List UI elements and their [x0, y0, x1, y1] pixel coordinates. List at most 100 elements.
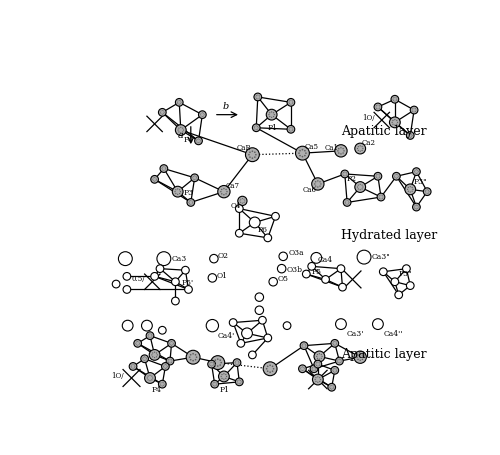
Circle shape [336, 343, 337, 344]
Circle shape [287, 126, 295, 133]
Circle shape [130, 366, 132, 367]
Circle shape [258, 95, 260, 96]
Circle shape [362, 188, 363, 190]
Circle shape [118, 252, 132, 266]
Circle shape [273, 116, 274, 117]
Circle shape [220, 364, 221, 366]
Circle shape [212, 365, 214, 366]
Circle shape [330, 385, 331, 386]
Circle shape [172, 342, 174, 343]
Circle shape [316, 365, 317, 366]
Circle shape [129, 363, 137, 370]
Circle shape [412, 203, 420, 211]
Circle shape [236, 360, 238, 361]
Circle shape [189, 203, 190, 204]
Circle shape [332, 388, 334, 389]
Circle shape [177, 102, 178, 103]
Circle shape [374, 103, 382, 111]
Circle shape [171, 359, 172, 360]
Circle shape [220, 362, 222, 364]
Circle shape [338, 148, 340, 149]
Circle shape [393, 97, 394, 98]
Circle shape [377, 193, 385, 201]
Circle shape [328, 384, 336, 391]
Circle shape [132, 364, 134, 365]
Circle shape [193, 176, 194, 177]
Circle shape [289, 130, 290, 131]
Circle shape [240, 202, 242, 203]
Circle shape [289, 127, 290, 128]
Circle shape [376, 108, 377, 109]
Circle shape [138, 342, 140, 343]
Circle shape [177, 194, 178, 195]
Circle shape [392, 122, 393, 123]
Circle shape [246, 148, 260, 162]
Circle shape [315, 367, 316, 368]
Circle shape [283, 322, 291, 329]
Circle shape [244, 200, 246, 202]
Circle shape [300, 342, 308, 349]
Circle shape [412, 168, 420, 176]
Circle shape [256, 95, 257, 96]
Circle shape [362, 356, 364, 358]
Circle shape [333, 344, 334, 345]
Circle shape [343, 172, 344, 173]
Circle shape [152, 352, 154, 354]
Circle shape [176, 125, 186, 136]
Circle shape [200, 113, 202, 114]
Circle shape [416, 208, 417, 209]
Circle shape [333, 387, 334, 388]
Circle shape [196, 142, 198, 143]
Circle shape [178, 127, 180, 129]
Circle shape [239, 383, 240, 384]
Circle shape [362, 150, 363, 151]
Circle shape [379, 174, 380, 175]
Circle shape [162, 169, 163, 170]
Circle shape [179, 100, 180, 101]
Circle shape [236, 378, 243, 386]
Text: 1O/: 1O/ [362, 114, 375, 122]
Circle shape [123, 286, 130, 293]
Circle shape [132, 368, 134, 369]
Circle shape [355, 182, 366, 192]
Circle shape [428, 190, 429, 191]
Circle shape [152, 356, 154, 358]
Circle shape [223, 188, 224, 189]
Circle shape [146, 332, 154, 339]
Circle shape [318, 365, 320, 366]
Circle shape [192, 360, 194, 362]
Text: 0.5/: 0.5/ [132, 275, 145, 283]
Circle shape [165, 368, 166, 369]
Circle shape [358, 184, 359, 186]
Circle shape [346, 200, 348, 201]
Circle shape [428, 192, 429, 193]
Circle shape [344, 198, 351, 206]
Text: 1O/: 1O/ [111, 373, 124, 380]
Circle shape [269, 116, 270, 117]
Circle shape [242, 328, 252, 339]
Circle shape [211, 380, 218, 388]
Text: Ca7: Ca7 [226, 182, 239, 190]
Circle shape [254, 152, 256, 153]
Circle shape [332, 343, 334, 344]
Circle shape [218, 186, 230, 198]
Circle shape [263, 362, 277, 376]
Circle shape [211, 366, 212, 367]
Circle shape [136, 344, 137, 345]
Circle shape [154, 357, 156, 358]
Circle shape [211, 356, 224, 369]
Circle shape [250, 217, 260, 228]
Circle shape [200, 141, 201, 142]
Text: P5: P5 [312, 268, 322, 276]
Circle shape [255, 293, 264, 301]
Circle shape [318, 362, 320, 363]
Circle shape [168, 339, 175, 347]
Circle shape [131, 364, 132, 365]
Circle shape [160, 112, 161, 113]
Circle shape [408, 134, 410, 135]
Circle shape [358, 150, 359, 151]
Circle shape [392, 120, 394, 121]
Circle shape [191, 174, 198, 182]
Circle shape [192, 353, 194, 354]
Circle shape [153, 180, 154, 181]
